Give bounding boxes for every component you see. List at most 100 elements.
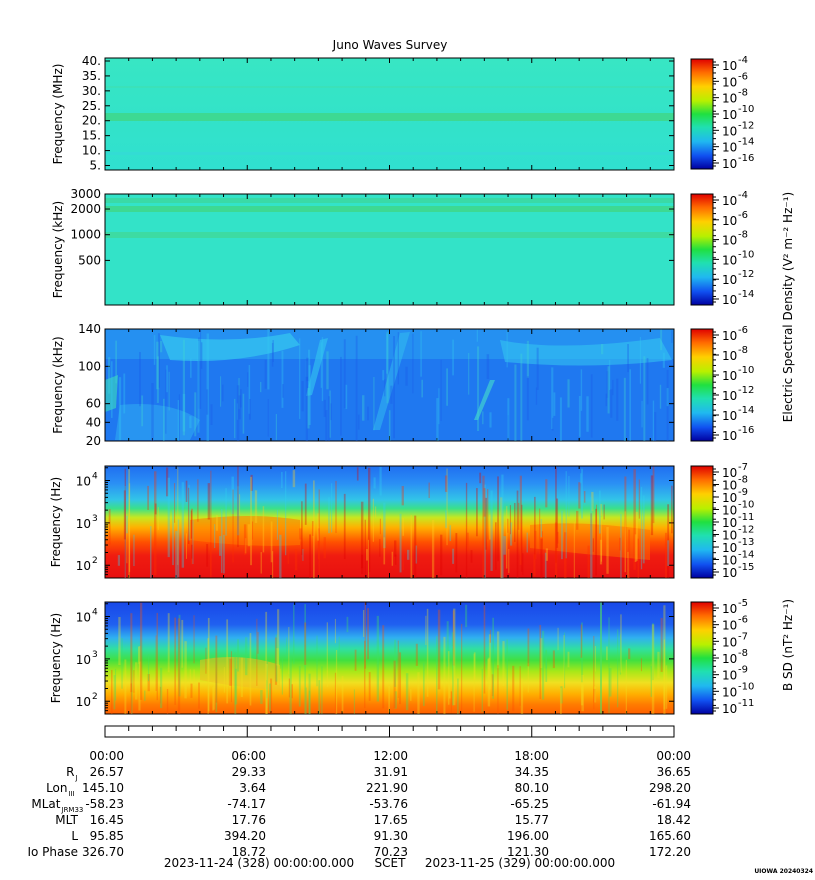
texture-stripe: [177, 467, 179, 565]
colorbar-tick-label: 10: [722, 566, 737, 580]
texture-stripe: [281, 471, 283, 489]
texture-stripe: [522, 553, 524, 576]
texture-stripe: [193, 669, 195, 686]
texture-stripe: [514, 364, 517, 441]
panel-5-spectrogram: [104, 601, 675, 715]
texture-stripe: [245, 637, 248, 676]
texture-stripe: [650, 475, 654, 536]
texture-stripe: [446, 621, 449, 667]
texture-stripe: [545, 479, 548, 508]
texture-stripe: [581, 468, 583, 519]
colorbar-tick-exponent: -6: [738, 325, 748, 336]
ephemeris-row-label: L: [71, 829, 78, 843]
texture-stripe: [242, 393, 245, 434]
texture-stripe: [526, 532, 528, 553]
texture-stripe: [487, 489, 489, 540]
ephemeris-row-label: MLT: [55, 813, 78, 827]
texture-stripe: [238, 395, 241, 420]
texture-stripe: [206, 543, 209, 567]
texture-stripe: [422, 663, 425, 706]
texture-stripe: [407, 549, 410, 560]
texture-stripe: [671, 485, 673, 534]
texture-stripe: [187, 487, 190, 544]
texture-stripe: [671, 330, 673, 343]
colorbar-tick-label: 10: [722, 253, 737, 267]
texture-stripe: [160, 667, 163, 709]
texture-stripe: [210, 470, 212, 576]
texture-stripe: [138, 646, 140, 665]
texture-stripe: [320, 342, 323, 388]
texture-stripe: [215, 515, 218, 531]
texture-stripe: [401, 486, 404, 506]
texture-stripe: [219, 536, 222, 556]
texture-stripe: [199, 329, 202, 409]
texture-stripe: [500, 497, 503, 578]
texture-stripe: [265, 663, 268, 714]
texture-stripe: [154, 471, 157, 576]
texture-stripe: [207, 638, 209, 714]
texture-stripe: [118, 617, 121, 666]
texture-stripe: [308, 365, 311, 426]
y-tick-label: 10: [76, 517, 91, 531]
texture-stripe: [131, 663, 133, 714]
y-tick-label: 60: [86, 397, 101, 411]
texture-stripe: [267, 399, 269, 437]
colorbar-tick-label: 10: [722, 108, 737, 122]
panel-3-drift-feature: [373, 332, 410, 430]
texture-stripe: [426, 608, 429, 697]
texture-stripe: [564, 532, 567, 578]
texture-stripe: [182, 393, 186, 432]
ephemeris-row-subscript: III: [69, 790, 75, 798]
texture-stripe: [486, 354, 490, 379]
texture-stripe: [234, 668, 238, 705]
texture-stripe: [243, 524, 247, 555]
texture-stripe: [521, 504, 523, 572]
texture-stripe: [627, 344, 629, 373]
texture-stripe: [360, 501, 364, 575]
ephemeris-value: 3.64: [239, 781, 266, 795]
texture-stripe: [496, 631, 500, 669]
texture-stripe: [382, 625, 385, 709]
texture-stripe: [191, 508, 193, 565]
colorbar-tick-label: 10: [722, 194, 737, 208]
texture-stripe: [483, 488, 486, 517]
texture-stripe: [481, 668, 483, 713]
texture-stripe: [446, 368, 449, 406]
texture-stripe: [157, 333, 160, 388]
panel-3-emission-patch: [115, 404, 200, 440]
colorbar-label-magnetic: B SD (nT² Hz⁻¹): [781, 599, 795, 691]
texture-stripe: [591, 491, 594, 512]
texture-stripe: [488, 634, 492, 690]
texture-stripe: [250, 476, 252, 566]
texture-stripe: [639, 337, 641, 384]
texture-stripe: [554, 522, 558, 578]
texture-stripe: [650, 666, 652, 697]
texture-stripe: [312, 480, 315, 578]
texture-stripe: [652, 466, 655, 524]
texture-stripe: [156, 612, 158, 701]
colorbar-tick-label: 10: [722, 369, 737, 383]
colorbar-tick-exponent: -6: [738, 71, 748, 82]
y-tick-exponent: 3: [92, 650, 98, 660]
texture-stripe: [620, 514, 622, 578]
colorbar-tick-label: 10: [722, 429, 737, 443]
texture-stripe: [461, 623, 463, 712]
texture-stripe: [220, 376, 222, 407]
y-tick-label: 2000: [70, 202, 101, 216]
texture-stripe: [165, 369, 167, 434]
texture-stripe: [291, 684, 294, 699]
panel-4-emission-patch: [190, 516, 300, 546]
texture-stripe: [373, 376, 375, 431]
texture-stripe: [305, 360, 309, 377]
colorbar-tick-exponent: -12: [738, 269, 754, 280]
texture-stripe: [190, 510, 193, 539]
texture-stripe: [428, 482, 430, 499]
texture-stripe: [399, 513, 402, 573]
ephemeris-value: 70.23: [374, 845, 408, 859]
texture-stripe: [545, 650, 548, 682]
colorbar: [690, 58, 714, 170]
texture-stripe: [214, 524, 216, 549]
texture-stripe: [402, 553, 404, 571]
colorbar-tick-label: 10: [722, 409, 737, 423]
